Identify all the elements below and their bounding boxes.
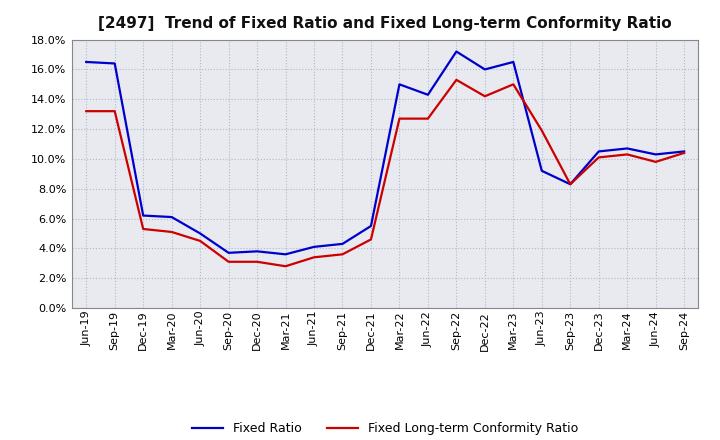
Fixed Ratio — [566, 182, 575, 187]
Fixed Long-term Conformity Ratio — [310, 255, 318, 260]
Fixed Ratio — [82, 59, 91, 65]
Fixed Long-term Conformity Ratio — [480, 94, 489, 99]
Fixed Ratio — [282, 252, 290, 257]
Title: [2497]  Trend of Fixed Ratio and Fixed Long-term Conformity Ratio: [2497] Trend of Fixed Ratio and Fixed Lo… — [99, 16, 672, 32]
Fixed Long-term Conformity Ratio — [225, 259, 233, 264]
Fixed Long-term Conformity Ratio — [253, 259, 261, 264]
Fixed Long-term Conformity Ratio — [566, 182, 575, 187]
Fixed Ratio — [139, 213, 148, 218]
Fixed Long-term Conformity Ratio — [595, 155, 603, 160]
Fixed Long-term Conformity Ratio — [366, 237, 375, 242]
Fixed Long-term Conformity Ratio — [537, 128, 546, 133]
Fixed Ratio — [509, 59, 518, 65]
Fixed Long-term Conformity Ratio — [652, 159, 660, 165]
Fixed Long-term Conformity Ratio — [338, 252, 347, 257]
Fixed Ratio — [253, 249, 261, 254]
Fixed Ratio — [167, 214, 176, 220]
Fixed Long-term Conformity Ratio — [452, 77, 461, 82]
Fixed Ratio — [338, 241, 347, 246]
Fixed Ratio — [652, 152, 660, 157]
Fixed Ratio — [366, 224, 375, 229]
Fixed Ratio — [110, 61, 119, 66]
Fixed Long-term Conformity Ratio — [167, 229, 176, 235]
Line: Fixed Ratio: Fixed Ratio — [86, 51, 684, 254]
Fixed Long-term Conformity Ratio — [509, 82, 518, 87]
Fixed Ratio — [310, 244, 318, 249]
Line: Fixed Long-term Conformity Ratio: Fixed Long-term Conformity Ratio — [86, 80, 684, 266]
Fixed Ratio — [623, 146, 631, 151]
Fixed Ratio — [423, 92, 432, 97]
Fixed Long-term Conformity Ratio — [139, 226, 148, 231]
Fixed Ratio — [395, 82, 404, 87]
Fixed Long-term Conformity Ratio — [623, 152, 631, 157]
Fixed Ratio — [537, 168, 546, 173]
Legend: Fixed Ratio, Fixed Long-term Conformity Ratio: Fixed Ratio, Fixed Long-term Conformity … — [186, 416, 585, 440]
Fixed Ratio — [452, 49, 461, 54]
Fixed Ratio — [196, 231, 204, 236]
Fixed Long-term Conformity Ratio — [680, 150, 688, 156]
Fixed Ratio — [225, 250, 233, 256]
Fixed Long-term Conformity Ratio — [82, 109, 91, 114]
Fixed Long-term Conformity Ratio — [395, 116, 404, 121]
Fixed Long-term Conformity Ratio — [110, 109, 119, 114]
Fixed Ratio — [680, 149, 688, 154]
Fixed Long-term Conformity Ratio — [196, 238, 204, 244]
Fixed Long-term Conformity Ratio — [423, 116, 432, 121]
Fixed Ratio — [595, 149, 603, 154]
Fixed Long-term Conformity Ratio — [282, 264, 290, 269]
Fixed Ratio — [480, 67, 489, 72]
